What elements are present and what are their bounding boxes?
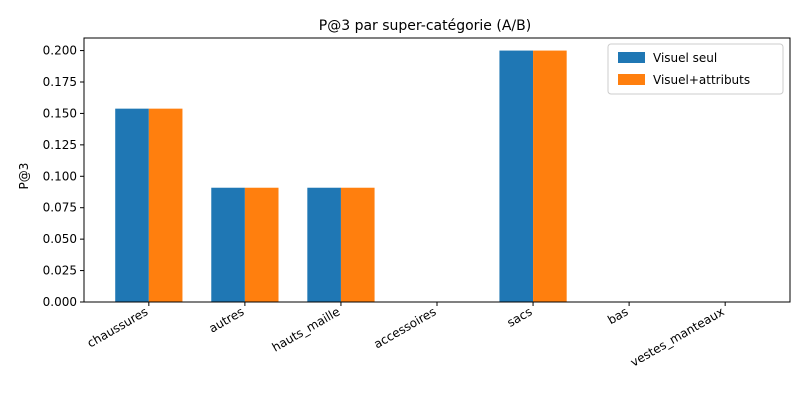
legend: Visuel seul Visuel+attributs <box>607 43 784 95</box>
x-ticks-group: chaussures autres hauts_maille accessoires s… <box>85 302 727 370</box>
x-tick-label-hauts_maille: hauts_maille <box>270 304 343 354</box>
bar-sacs-series-2 <box>533 50 567 303</box>
plot-frame <box>83 37 791 303</box>
y-tick-label: 0.100 <box>43 169 77 183</box>
x-tick-label-chaussures: chaussures <box>85 304 151 350</box>
legend-swatch-series-1 <box>618 52 645 63</box>
x-tick-label-sacs: sacs <box>505 304 535 329</box>
y-ticks-group: 0.000 0.025 0.050 0.075 0.100 0.125 0.150 0.175… <box>43 44 84 309</box>
x-tick-label-vestes_manteaux: vestes_manteaux <box>628 304 727 369</box>
x-tick-label-autres: autres <box>207 304 247 335</box>
bar-hauts_maille-series-2 <box>340 187 375 302</box>
legend-swatch-series-2 <box>618 74 645 85</box>
y-tick-label: 0.000 <box>43 295 77 309</box>
legend-label-series-2: Visuel+attributs <box>653 73 750 87</box>
y-tick-label: 0.050 <box>43 232 77 246</box>
y-tick-label: 0.125 <box>43 138 77 152</box>
bar-chaussures-series-2 <box>148 108 183 302</box>
y-tick-label: 0.025 <box>43 264 77 278</box>
y-tick-label: 0.075 <box>43 201 77 215</box>
bar-chaussures-series-1 <box>115 108 149 302</box>
x-tick-label-accessoires: accessoires <box>371 304 438 351</box>
bar-autres-series-2 <box>244 187 279 302</box>
bar-autres-series-1 <box>211 187 245 302</box>
y-tick-label: 0.150 <box>43 106 77 120</box>
bar-hauts_maille-series-1 <box>307 187 341 302</box>
y-axis-label: P@3 <box>17 163 31 190</box>
chart-title: P@3 par super-catégorie (A/B) <box>319 18 531 34</box>
x-tick-label-bas: bas <box>605 304 630 327</box>
y-tick-label: 0.175 <box>43 75 77 89</box>
y-tick-label: 0.200 <box>43 44 77 58</box>
bar-sacs-series-1 <box>499 50 534 303</box>
bars-group <box>115 50 567 303</box>
legend-box <box>607 43 784 95</box>
legend-label-series-1: Visuel seul <box>653 51 717 65</box>
